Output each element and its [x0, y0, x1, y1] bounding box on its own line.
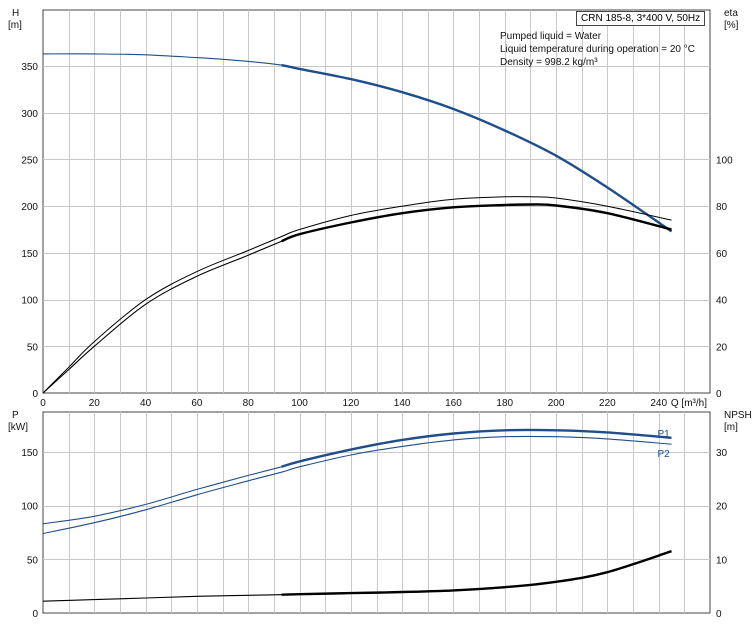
info-line-liquid: Pumped liquid = Water: [500, 31, 602, 42]
y-left-tick-label: 0: [32, 609, 38, 620]
y-left-tick-label: 100: [21, 502, 38, 513]
y-right-axis-unit: [%]: [724, 20, 739, 31]
y-right-tick-label: 30: [716, 448, 728, 459]
pump-title-box: CRN 185-8, 3*400 V, 50Hz: [576, 11, 706, 26]
y-left-tick-label: 50: [27, 555, 39, 566]
y-left-tick-label: 100: [21, 296, 38, 307]
series-line-power-npsh-2-operating-range: [281, 550, 672, 596]
series-label: P2: [658, 449, 671, 460]
y-right-tick-label: 0: [716, 609, 722, 620]
y-right-tick-label: 60: [716, 249, 728, 260]
info-line-density: Density = 998.2 kg/m³: [500, 57, 598, 68]
y-left-axis-title: H: [12, 8, 19, 19]
y-left-tick-label: 0: [32, 389, 38, 400]
y-right-axis-unit: [m]: [724, 422, 738, 433]
x-tick-label: 180: [496, 398, 513, 409]
series-line-head-efficiency-0-operating-range: [281, 63, 673, 233]
y-left-tick-label: 350: [21, 62, 38, 73]
plot-frame: [42, 411, 711, 614]
info-line-temperature: Liquid temperature during operation = 20…: [500, 44, 695, 55]
series-line-power-npsh-0-operating-range: [281, 428, 672, 468]
y-right-axis-title: NPSH: [724, 410, 752, 421]
y-left-axis-title: P: [12, 410, 19, 421]
y-left-tick-label: 300: [21, 109, 38, 120]
y-right-axis-title: eta: [724, 8, 738, 19]
y-right-tick-label: 100: [716, 155, 733, 166]
x-tick-label: 0: [40, 398, 46, 409]
y-left-tick-label: 250: [21, 155, 38, 166]
series-line-power-npsh-1: [42, 435, 672, 535]
y-right-tick-label: 0: [716, 389, 722, 400]
plot-power-npsh: 0 50 100 150 0 10 20 30 P[kW] NPSH[m] P1 P2: [8, 410, 752, 620]
x-axis-label: Q [m³/h]: [671, 398, 707, 409]
x-tick-label: 140: [394, 398, 411, 409]
x-tick-label: 240: [650, 398, 667, 409]
x-tick-label: 120: [343, 398, 360, 409]
x-tick-label: 220: [599, 398, 616, 409]
y-left-tick-label: 50: [27, 342, 39, 353]
series-label: P1: [658, 429, 671, 440]
y-left-tick-label: 150: [21, 249, 38, 260]
x-tick-label: 40: [140, 398, 152, 409]
x-tick-label: 20: [89, 398, 101, 409]
y-right-tick-label: 10: [716, 555, 728, 566]
x-tick-label: 200: [548, 398, 565, 409]
series-line-head-efficiency-2-operating-range: [281, 203, 672, 243]
plot-head-efficiency: 0 20 40 60 80 100 120 140 160 180 200 220 240 Q [m³/h…: [8, 8, 739, 409]
x-tick-label: 100: [291, 398, 308, 409]
y-right-tick-label: 80: [716, 202, 728, 213]
x-tick-label: 160: [445, 398, 462, 409]
y-right-tick-label: 20: [716, 502, 728, 513]
y-right-tick-label: 20: [716, 342, 728, 353]
series-line-head-efficiency-1: [42, 196, 672, 394]
y-left-tick-label: 150: [21, 448, 38, 459]
y-left-axis-unit: [kW]: [8, 422, 28, 433]
x-tick-label: 60: [191, 398, 203, 409]
y-left-tick-label: 200: [21, 202, 38, 213]
y-left-axis-unit: [m]: [8, 20, 22, 31]
x-tick-label: 80: [243, 398, 255, 409]
y-right-tick-label: 40: [716, 296, 728, 307]
plot-frame: [42, 9, 711, 394]
